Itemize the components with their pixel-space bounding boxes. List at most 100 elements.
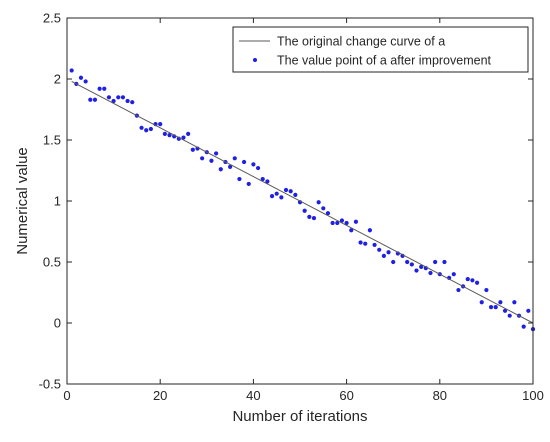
scatter-point	[69, 68, 74, 73]
x-tick-label: 100	[522, 388, 544, 403]
legend-label-original-curve: The original change curve of a	[277, 35, 445, 49]
scatter-point	[130, 100, 135, 105]
scatter-point	[251, 162, 256, 167]
scatter-point	[209, 158, 214, 163]
line-layer	[71, 80, 534, 324]
scatter-point	[372, 242, 377, 248]
scatter-point	[293, 192, 298, 197]
scatter-point	[186, 131, 191, 136]
scatter-point	[405, 259, 410, 265]
scatter-point	[316, 200, 321, 205]
scatter-point	[474, 280, 480, 285]
scatter-point	[265, 179, 270, 184]
scatter-point	[391, 259, 396, 265]
y-tick-label: 0	[54, 316, 61, 331]
scatter-point	[358, 240, 363, 245]
scatter-point	[83, 79, 88, 84]
scatter-point	[456, 287, 461, 293]
scatter-point	[428, 270, 433, 276]
scatter-point	[377, 247, 382, 252]
scatter-point	[414, 268, 419, 273]
scatter-point	[288, 189, 293, 194]
scatter-point	[442, 259, 447, 265]
scatter-point	[228, 164, 233, 169]
x-tick-label: 80	[433, 388, 447, 403]
scatter-point	[321, 206, 326, 211]
y-tick-label: 2.5	[43, 11, 61, 26]
scatter-point	[102, 86, 107, 91]
scatter-point	[283, 187, 289, 193]
y-tick-label: 2	[54, 72, 61, 87]
scatter-point	[507, 313, 512, 318]
series-line-original-curve	[71, 80, 534, 324]
scatter-point	[386, 250, 391, 255]
scatter-point	[274, 191, 279, 196]
scatter-point	[279, 195, 284, 200]
scatter-point	[106, 95, 112, 100]
scatter-point	[148, 126, 153, 132]
scatter-point	[218, 167, 223, 172]
scatter-point	[488, 305, 494, 310]
scatter-point	[381, 253, 386, 258]
scatter-point	[465, 276, 470, 282]
scatter-point	[325, 211, 331, 216]
scatter-point	[237, 176, 242, 182]
scatter-point	[120, 95, 126, 100]
scatter-point	[241, 159, 247, 165]
scatter-point	[97, 86, 102, 91]
scatter-point	[260, 176, 265, 182]
scatter-point	[363, 241, 368, 246]
scatter-point	[255, 165, 261, 171]
scatter-point	[419, 264, 424, 269]
scatter-point	[162, 131, 167, 136]
scatter-point	[330, 220, 335, 226]
y-tick-label: -0.5	[39, 377, 61, 392]
scatter-point	[433, 259, 438, 265]
scatter-point	[335, 220, 340, 226]
y-tick-label: 1.5	[43, 133, 61, 148]
scatter-point	[269, 194, 275, 199]
legend-label-improved-points: The value point of a after improvement	[277, 54, 492, 68]
legend-point-swatch	[253, 58, 257, 62]
y-tick-label: 1	[54, 194, 61, 209]
ticks-layer: 0 20 40 60 80 100-0.500.511.522.5	[39, 11, 544, 404]
scatter-point	[111, 98, 116, 104]
scatter-point	[125, 98, 130, 104]
scatter-point	[88, 97, 93, 102]
scatter-point	[214, 151, 219, 156]
scatter-point	[302, 208, 307, 213]
y-tick-label: 0.5	[43, 255, 61, 270]
scatter-point	[344, 220, 349, 226]
scatter-point	[200, 156, 205, 161]
scatter-point	[484, 287, 489, 293]
scatter-point	[78, 75, 84, 80]
scatter-point	[526, 308, 531, 313]
scatter-point	[139, 125, 144, 130]
x-tick-label: 0	[63, 388, 70, 403]
scatter-point	[246, 181, 251, 187]
scatter-point	[512, 300, 517, 305]
scatter-point	[167, 133, 172, 138]
scatter-point	[349, 228, 354, 233]
scatter-point	[451, 272, 456, 277]
x-tick-label: 20	[153, 388, 167, 403]
scatter-point	[181, 135, 186, 140]
legend-box	[232, 26, 529, 73]
legend: The original change curve of a The value…	[232, 26, 529, 73]
scatter-point	[158, 122, 163, 127]
scatter-point	[353, 219, 359, 224]
scatter-point	[232, 156, 237, 161]
x-tick-label: 40	[246, 388, 260, 403]
scatter-point	[144, 128, 149, 133]
scatter-point	[116, 95, 121, 100]
scatter-point	[493, 305, 498, 310]
scatter-point	[92, 97, 98, 102]
scatter-point	[502, 308, 508, 313]
scatter-point	[470, 278, 475, 283]
x-axis-title: Number of iterations	[232, 408, 367, 425]
scatter-point	[498, 300, 503, 305]
scatter-point	[367, 228, 372, 233]
markers-layer	[69, 68, 536, 332]
